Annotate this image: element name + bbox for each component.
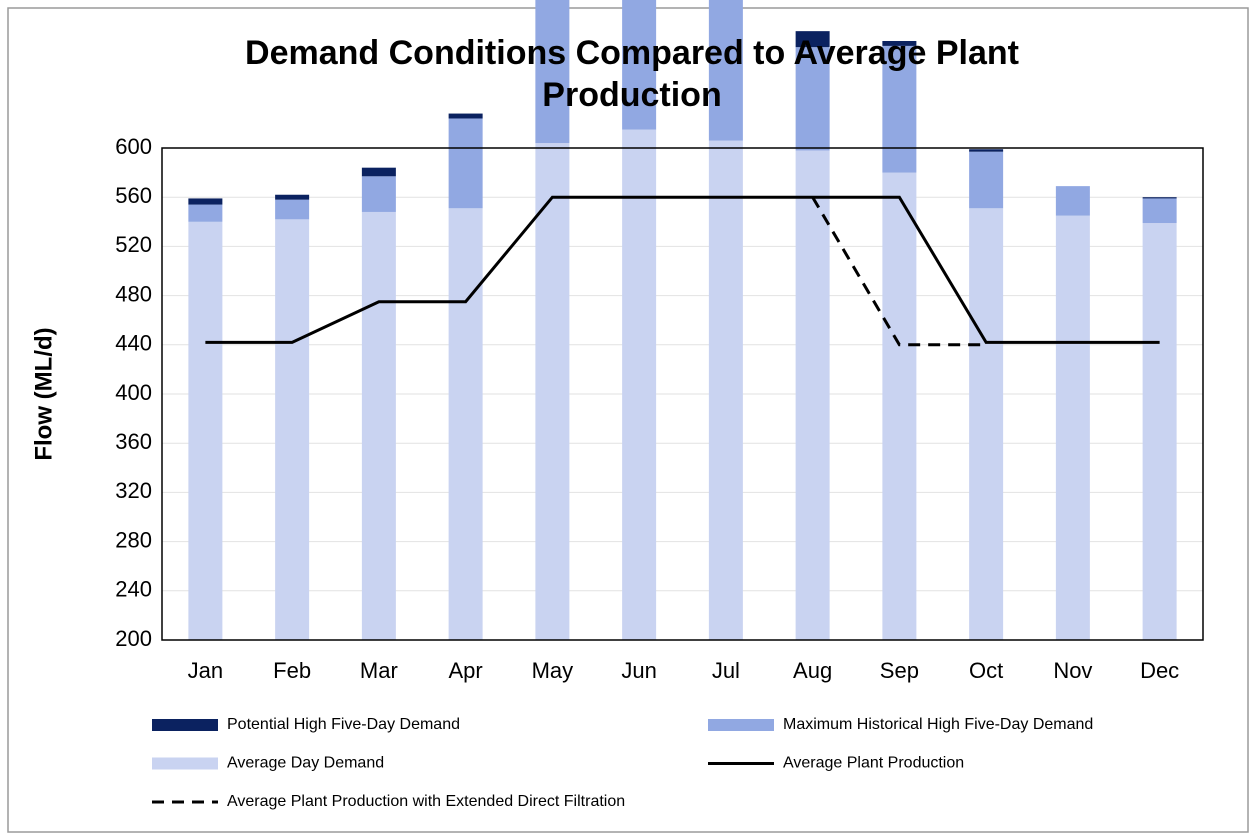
bar xyxy=(795,150,830,640)
bar xyxy=(361,176,396,212)
x-tick-label: Dec xyxy=(1140,658,1179,683)
x-tick-label: Nov xyxy=(1053,658,1092,683)
legend-label: Average Day Demand xyxy=(227,755,384,772)
line xyxy=(811,196,987,347)
bar xyxy=(708,140,743,640)
bar xyxy=(361,167,396,177)
x-tick-label: Jan xyxy=(188,658,223,683)
x-tick-label: Sep xyxy=(880,658,919,683)
bar xyxy=(1142,223,1177,640)
bar xyxy=(969,208,1004,640)
x-tick-label: May xyxy=(532,658,574,683)
legend-swatch xyxy=(152,757,218,770)
y-tick-label: 520 xyxy=(115,232,152,257)
bar xyxy=(622,129,657,641)
x-tick-label: Oct xyxy=(969,658,1003,683)
legend-swatch xyxy=(708,719,774,731)
bar xyxy=(1055,215,1090,640)
legend-label: Potential High Five-Day Demand xyxy=(227,716,460,733)
bar xyxy=(622,0,657,130)
y-tick-label: 320 xyxy=(115,478,152,503)
x-tick-label: Apr xyxy=(449,658,483,683)
bar xyxy=(795,47,830,151)
y-tick-label: 360 xyxy=(115,429,152,454)
bar xyxy=(882,45,917,173)
bar xyxy=(361,211,396,640)
line xyxy=(205,195,1160,344)
bar xyxy=(708,0,743,141)
bar xyxy=(1055,186,1090,216)
legend-label: Average Plant Production xyxy=(783,755,964,772)
bar xyxy=(188,198,223,205)
y-tick-label: 280 xyxy=(115,527,152,552)
bar xyxy=(188,221,223,641)
x-tick-label: Mar xyxy=(360,658,398,683)
bar xyxy=(448,113,483,119)
legend-label: Maximum Historical High Five-Day Demand xyxy=(783,716,1093,733)
x-tick-label: Feb xyxy=(273,658,311,683)
y-axis-label: Flow (ML/d) xyxy=(30,327,57,460)
y-tick-label: 440 xyxy=(115,331,152,356)
y-tick-label: 200 xyxy=(115,626,152,651)
bar xyxy=(1142,197,1177,199)
bar xyxy=(275,219,310,640)
y-tick-label: 600 xyxy=(115,134,152,159)
bar xyxy=(882,40,917,46)
bar xyxy=(275,194,310,200)
y-tick-label: 240 xyxy=(115,577,152,602)
bar xyxy=(188,204,223,222)
bar xyxy=(795,31,830,48)
y-tick-label: 480 xyxy=(115,281,152,306)
y-tick-label: 400 xyxy=(115,380,152,405)
bar xyxy=(969,149,1004,152)
bar xyxy=(535,0,570,144)
x-tick-label: Jul xyxy=(712,658,740,683)
bar xyxy=(448,208,483,640)
chart-title: Demand Conditions Compared to Average Pl… xyxy=(245,34,1019,114)
legend-swatch xyxy=(152,719,218,731)
plot-frame xyxy=(161,147,1204,641)
bar xyxy=(969,151,1004,209)
x-tick-label: Aug xyxy=(793,658,832,683)
bar xyxy=(882,172,917,640)
y-tick-label: 560 xyxy=(115,183,152,208)
bar xyxy=(448,118,483,209)
legend-label: Average Plant Production with Extended D… xyxy=(227,793,625,810)
x-tick-label: Jun xyxy=(621,658,656,683)
bar xyxy=(535,143,570,640)
bar xyxy=(275,199,310,220)
bar xyxy=(1142,198,1177,224)
